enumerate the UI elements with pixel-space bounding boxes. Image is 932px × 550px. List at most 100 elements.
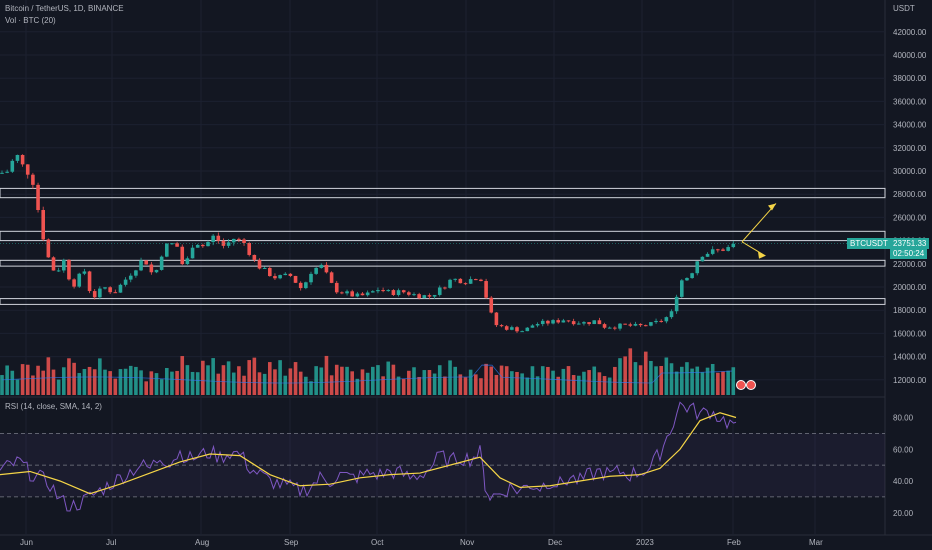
- volume-bar: [309, 381, 313, 395]
- candle-body: [453, 278, 457, 280]
- volume-bar: [201, 360, 205, 395]
- volume-bar: [664, 357, 669, 395]
- volume-bar: [283, 375, 288, 395]
- volume-bar: [623, 356, 627, 395]
- volume-bar: [432, 373, 437, 395]
- candle-body: [654, 320, 658, 323]
- volume-bar: [643, 351, 648, 395]
- candle-body: [334, 282, 339, 293]
- volume-bar: [211, 358, 215, 395]
- volume-bar: [695, 366, 700, 395]
- candle-body: [582, 322, 586, 324]
- volume-bar: [597, 372, 602, 395]
- candle-body: [551, 320, 555, 324]
- candle-body: [638, 323, 643, 326]
- time-tick-label: Mar: [809, 538, 823, 547]
- candle-body: [577, 323, 581, 325]
- volume-bar: [463, 377, 468, 395]
- candle-body: [31, 174, 35, 185]
- volume-bar: [602, 376, 607, 395]
- volume-bar: [710, 363, 715, 395]
- volume-bar: [479, 378, 483, 395]
- candle-body: [67, 259, 71, 280]
- volume-bar: [226, 361, 231, 395]
- candle-body: [468, 279, 473, 284]
- volume-bar: [613, 366, 617, 395]
- candle-body: [216, 235, 221, 241]
- volume-bar: [391, 364, 396, 395]
- symbol-tag: BTCUSDT: [847, 238, 891, 249]
- volume-bar: [468, 369, 473, 395]
- volume-bar: [46, 357, 51, 395]
- candle-body: [242, 239, 246, 243]
- candle-body: [633, 323, 638, 326]
- volume-bar: [360, 369, 365, 395]
- candle-body: [46, 239, 51, 258]
- candle-body: [15, 154, 20, 161]
- candle-body: [20, 154, 25, 165]
- volume-bar: [417, 376, 421, 395]
- price-tick-label: 32000.00: [893, 144, 927, 153]
- candle-body: [463, 283, 468, 285]
- candle-body: [314, 267, 318, 274]
- volume-bar: [520, 373, 524, 395]
- candle-body: [262, 267, 267, 269]
- candle-body: [87, 271, 92, 292]
- volume-bar: [633, 362, 638, 395]
- candle-body: [556, 320, 560, 323]
- time-tick-label: Jun: [20, 538, 33, 547]
- volume-bar: [716, 372, 720, 395]
- candle-body: [180, 246, 185, 265]
- volume-bar: [123, 368, 128, 395]
- volume-bar: [206, 365, 210, 395]
- candle-body: [41, 210, 45, 240]
- candle-body: [5, 171, 9, 173]
- volume-bar: [334, 364, 339, 395]
- volume-bar: [556, 376, 560, 395]
- candle-body: [685, 278, 689, 281]
- volume-bar: [170, 371, 174, 395]
- candle-body: [494, 312, 499, 326]
- volume-bar: [77, 373, 82, 395]
- candle-body: [540, 320, 545, 325]
- candle-body: [484, 281, 488, 298]
- candle-body: [680, 280, 684, 297]
- volume-bar: [690, 368, 694, 395]
- volume-bar: [484, 363, 488, 395]
- candle-body: [108, 287, 112, 293]
- price-tick-label: 22000.00: [893, 260, 927, 269]
- candle-body: [731, 243, 736, 248]
- arrow-down-head: [758, 251, 766, 259]
- event-marker: [746, 380, 756, 390]
- rsi-tick-label: 40.00: [893, 477, 914, 486]
- volume-bar: [118, 369, 123, 395]
- volume-bar: [165, 367, 169, 395]
- candle-body: [726, 247, 730, 251]
- volume-bar: [268, 362, 272, 395]
- candle-body: [602, 324, 607, 328]
- candle-body: [92, 291, 97, 298]
- candle-body: [113, 292, 118, 294]
- volume-bar: [474, 374, 478, 395]
- candle-body: [432, 294, 437, 297]
- candle-body: [376, 290, 380, 292]
- candle-body: [515, 327, 519, 332]
- candle-body: [412, 294, 416, 296]
- candle-body: [628, 324, 633, 326]
- candle-body: [587, 322, 591, 325]
- candle-body: [504, 326, 509, 330]
- volume-bar: [314, 366, 318, 395]
- price-tick-label: 18000.00: [893, 306, 927, 315]
- volume-bar: [499, 365, 504, 395]
- level-box-0: [0, 187, 886, 199]
- candle-body: [206, 242, 210, 247]
- candle-body: [103, 287, 107, 289]
- volume-bar: [674, 371, 679, 395]
- candle-body: [458, 278, 463, 284]
- volume-bar: [51, 369, 56, 395]
- candle-body: [273, 276, 277, 279]
- candle-body: [329, 272, 334, 283]
- volume-bar: [41, 370, 45, 395]
